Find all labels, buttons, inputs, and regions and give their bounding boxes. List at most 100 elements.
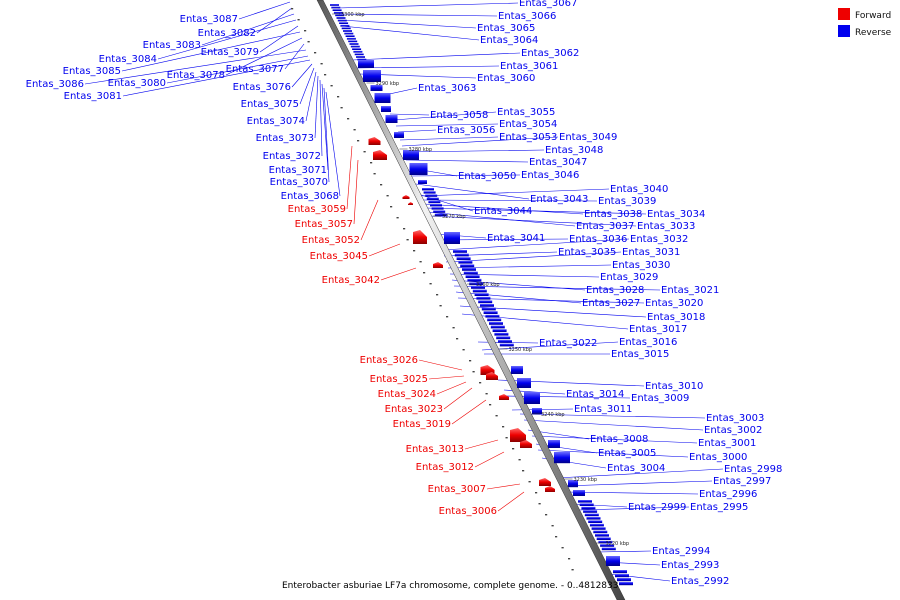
- reverse-gene: [469, 282, 484, 286]
- reverse-gene: [613, 570, 627, 574]
- reverse-gene: [600, 544, 615, 547]
- forward-gene: [510, 428, 526, 442]
- reverse-gene: [460, 264, 475, 268]
- reverse-gene-label-entas-3033: Entas_3033: [637, 221, 695, 232]
- reverse-gene: [462, 268, 476, 271]
- reverse-gene-label-entas-3047: Entas_3047: [529, 157, 587, 168]
- reverse-gene: [343, 30, 352, 32]
- reverse-gene: [596, 537, 611, 540]
- reverse-gene: [357, 58, 367, 61]
- reverse-gene-label-entas-3027: Entas_3027: [582, 298, 640, 309]
- forward-gene: [368, 137, 381, 145]
- reverse-gene-label-entas-3021: Entas_3021: [661, 285, 719, 296]
- forward-gene-label-entas-3024: Entas_3024: [378, 389, 436, 400]
- reverse-gene: [619, 582, 633, 586]
- reverse-gene: [589, 523, 604, 527]
- reverse-gene-label-entas-3035: Entas_3035: [558, 247, 616, 258]
- reverse-gene-label-entas-3085: Entas_3085: [63, 66, 121, 77]
- forward-gene-label-entas-3006: Entas_3006: [439, 506, 497, 517]
- axis-ticks: 3300 kbp 3290 kbp 3280 kbp 3270 kbp 3260 kbp…: [332, 12, 629, 547]
- reverse-gene-label-entas-3086: Entas_3086: [26, 79, 84, 90]
- genome-caption: Enterobacter asburiae LF7a chromosome, c…: [282, 581, 618, 591]
- axis-tick-label: 3290 kbp: [376, 81, 400, 87]
- reverse-gene-label-entas-3022: Entas_3022: [539, 338, 597, 349]
- reverse-gene-label-entas-3049: Entas_3049: [559, 132, 617, 143]
- reverse-gene: [348, 40, 358, 43]
- reverse-gene: [330, 4, 339, 6]
- chromosome-axis: [316, 0, 626, 600]
- reverse-gene: [332, 9, 342, 11]
- reverse-gene: [601, 547, 616, 551]
- reverse-gene: [489, 322, 503, 325]
- reverse-gene: [423, 191, 436, 194]
- reverse-gene-label-entas-3004: Entas_3004: [607, 463, 665, 474]
- reverse-gene-label-entas-3082: Entas_3082: [198, 28, 256, 39]
- reverse-gene: [583, 510, 598, 513]
- axis-tick-label: 3240 kbp: [541, 412, 565, 418]
- reverse-gene: [433, 210, 446, 213]
- axis-tick-label: 3300 kbp: [341, 12, 365, 18]
- reverse-gene: [532, 408, 542, 414]
- axis-tick-label: 3260 kbp: [476, 282, 500, 288]
- axis-tick-label: 3270 kbp: [442, 214, 466, 220]
- reverse-gene: [370, 85, 383, 91]
- reverse-gene: [485, 314, 500, 318]
- reverse-gene-label-entas-3083: Entas_3083: [143, 40, 201, 51]
- reverse-gene: [593, 530, 608, 534]
- track-dots: [291, 8, 574, 571]
- reverse-gene-label-entas-3029: Entas_3029: [600, 272, 658, 283]
- reverse-gene-label-entas-3075: Entas_3075: [241, 99, 299, 110]
- reverse-gene: [606, 556, 620, 566]
- reverse-gene-label-entas-3039: Entas_3039: [598, 196, 656, 207]
- reverse-gene-label-entas-3061: Entas_3061: [500, 61, 558, 72]
- reverse-gene: [350, 45, 360, 48]
- reverse-gene-label-entas-3076: Entas_3076: [233, 82, 291, 93]
- reverse-gene-label-entas-3068: Entas_3068: [281, 191, 339, 202]
- reverse-gene: [481, 307, 496, 311]
- reverse-gene: [344, 32, 354, 35]
- forward-gene-label-entas-3023: Entas_3023: [385, 404, 443, 415]
- reverse-gene: [494, 332, 509, 336]
- reverse-gene: [418, 180, 427, 184]
- reverse-gene: [472, 289, 487, 293]
- reverse-gene-label-entas-3071: Entas_3071: [269, 165, 327, 176]
- reverse-gene: [467, 278, 482, 282]
- reverse-gene-label-entas-3084: Entas_3084: [99, 54, 157, 65]
- reverse-gene: [335, 14, 345, 17]
- reverse-gene: [428, 200, 441, 204]
- reverse-gene-label-entas-2995: Entas_2995: [690, 502, 748, 513]
- reverse-gene: [454, 253, 469, 257]
- forward-gene: [486, 372, 498, 380]
- reverse-gene-label-entas-3036: Entas_3036: [569, 234, 627, 245]
- reverse-gene: [598, 540, 613, 544]
- legend: Forward Reverse: [838, 8, 892, 38]
- reverse-gene-label-entas-3028: Entas_3028: [586, 285, 644, 296]
- forward-gene: [499, 394, 509, 400]
- gene-features: [330, 4, 633, 586]
- reverse-gene: [492, 329, 507, 332]
- reverse-gene-label-entas-3072: Entas_3072: [263, 151, 321, 162]
- reverse-gene-label-entas-3011: Entas_3011: [574, 404, 632, 415]
- reverse-gene: [349, 43, 359, 45]
- forward-gene: [539, 478, 551, 486]
- reverse-gene-label-entas-3046: Entas_3046: [521, 170, 579, 181]
- legend-reverse-swatch: [838, 25, 850, 37]
- reverse-gene-label-entas-2992: Entas_2992: [671, 576, 729, 587]
- reverse-gene: [363, 70, 381, 82]
- reverse-gene-label-entas-3070: Entas_3070: [270, 177, 328, 188]
- forward-gene-label-entas-3013: Entas_3013: [406, 444, 464, 455]
- reverse-gene: [480, 304, 494, 307]
- reverse-gene: [499, 343, 514, 347]
- forward-gene-label-entas-3059: Entas_3059: [288, 204, 346, 215]
- forward-gene-label-entas-3007: Entas_3007: [428, 484, 486, 495]
- forward-gene-label-entas-3042: Entas_3042: [322, 275, 380, 286]
- reverse-gene-label-entas-3037: Entas_3037: [576, 221, 634, 232]
- label-leader-lines: [84, 1, 724, 582]
- forward-gene: [413, 230, 427, 244]
- reverse-gene: [474, 293, 489, 296]
- reverse-gene: [444, 232, 460, 244]
- reverse-gene-label-entas-3053: Entas_3053: [499, 132, 557, 143]
- reverse-gene: [422, 188, 434, 191]
- reverse-gene: [511, 366, 523, 374]
